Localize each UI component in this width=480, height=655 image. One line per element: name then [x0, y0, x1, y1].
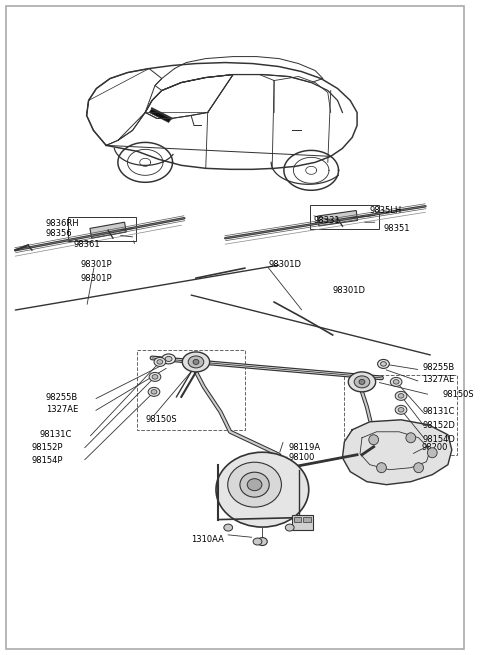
- Ellipse shape: [148, 387, 160, 396]
- Text: 98361: 98361: [74, 240, 100, 249]
- Ellipse shape: [247, 479, 262, 491]
- Bar: [294, 517, 301, 521]
- Ellipse shape: [182, 352, 210, 372]
- Circle shape: [377, 462, 386, 473]
- Circle shape: [406, 433, 416, 443]
- Ellipse shape: [152, 375, 158, 379]
- Ellipse shape: [395, 405, 407, 415]
- Circle shape: [414, 462, 423, 473]
- Ellipse shape: [165, 356, 172, 362]
- Text: 98301P: 98301P: [81, 274, 112, 282]
- Ellipse shape: [398, 394, 404, 398]
- Circle shape: [369, 435, 379, 445]
- Text: 9835LH: 9835LH: [370, 206, 402, 215]
- Text: 98301D: 98301D: [268, 260, 301, 269]
- Circle shape: [427, 448, 437, 458]
- Text: 98150S: 98150S: [145, 415, 177, 424]
- Text: 98152P: 98152P: [32, 443, 63, 452]
- Text: 98100: 98100: [289, 453, 315, 462]
- Ellipse shape: [381, 362, 386, 366]
- Text: 98200: 98200: [421, 443, 448, 452]
- Polygon shape: [342, 420, 452, 485]
- Text: 98301D: 98301D: [333, 286, 366, 295]
- Text: 1310AA: 1310AA: [191, 535, 224, 544]
- Ellipse shape: [228, 462, 281, 507]
- Text: 9836RH: 9836RH: [46, 219, 79, 228]
- Text: 1327AE: 1327AE: [422, 375, 455, 384]
- Text: 98119A: 98119A: [289, 443, 321, 452]
- Ellipse shape: [395, 392, 407, 400]
- Ellipse shape: [154, 358, 166, 366]
- Ellipse shape: [348, 372, 376, 392]
- Ellipse shape: [359, 379, 365, 384]
- Ellipse shape: [390, 377, 402, 386]
- Bar: [90, 222, 126, 238]
- Text: 98351: 98351: [384, 224, 410, 233]
- Bar: [318, 210, 358, 226]
- Ellipse shape: [398, 407, 404, 412]
- Ellipse shape: [149, 373, 161, 381]
- Text: 98131C: 98131C: [40, 430, 72, 440]
- Ellipse shape: [253, 538, 262, 545]
- Bar: [137, 350, 245, 430]
- Ellipse shape: [157, 360, 163, 364]
- Ellipse shape: [354, 376, 370, 388]
- Text: 98255B: 98255B: [422, 364, 455, 373]
- Text: 98154D: 98154D: [422, 436, 456, 444]
- Bar: [292, 515, 313, 530]
- Ellipse shape: [378, 360, 389, 368]
- Ellipse shape: [162, 354, 176, 364]
- Text: 98255B: 98255B: [46, 394, 78, 402]
- Ellipse shape: [151, 390, 157, 394]
- Text: 98356: 98356: [46, 229, 72, 238]
- Ellipse shape: [188, 356, 204, 368]
- Ellipse shape: [193, 360, 199, 364]
- Ellipse shape: [285, 524, 294, 531]
- Polygon shape: [149, 109, 171, 122]
- Ellipse shape: [216, 452, 309, 527]
- Text: 98301P: 98301P: [81, 260, 112, 269]
- Bar: [303, 517, 311, 521]
- Ellipse shape: [224, 524, 233, 531]
- Text: 98331: 98331: [313, 215, 340, 225]
- Text: 98131C: 98131C: [422, 407, 455, 417]
- Ellipse shape: [257, 538, 267, 546]
- Ellipse shape: [240, 472, 269, 497]
- Bar: [344, 375, 456, 455]
- Text: 98150S: 98150S: [442, 390, 474, 400]
- Text: 1327AE: 1327AE: [46, 405, 78, 415]
- Ellipse shape: [393, 380, 399, 384]
- Text: 98152D: 98152D: [422, 421, 456, 430]
- Text: 98154P: 98154P: [32, 457, 63, 465]
